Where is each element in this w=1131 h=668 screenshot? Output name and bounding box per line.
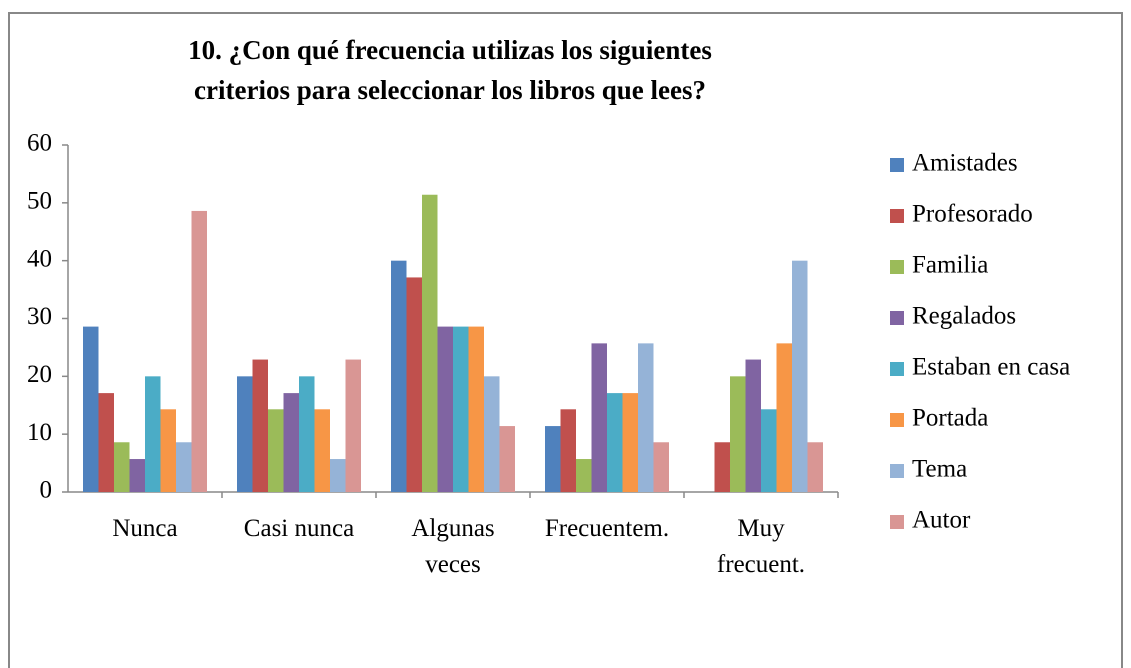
x-tick-label: Algunas veces (411, 515, 494, 578)
bar (545, 426, 561, 492)
legend-swatch (890, 209, 904, 223)
y-tick-label: 0 (40, 477, 53, 504)
bar (176, 442, 192, 492)
legend-label: Autor (912, 507, 971, 534)
bar (391, 260, 407, 492)
legend-label: Amistades (912, 150, 1018, 177)
bar (345, 359, 361, 492)
legend-label: Profesorado (912, 201, 1033, 228)
bar (129, 459, 145, 492)
bar (422, 194, 438, 492)
chart-frame (8, 12, 1123, 668)
y-tick-label: 60 (27, 130, 52, 157)
bar (237, 376, 253, 492)
legend-swatch (890, 464, 904, 478)
legend-label: Tema (912, 456, 967, 483)
x-tick-label: Frecuentem. (545, 515, 669, 542)
bar (83, 326, 99, 492)
bar (638, 343, 654, 492)
bar (299, 376, 315, 492)
y-tick-label: 10 (27, 419, 52, 446)
legend-label: Portada (912, 405, 988, 432)
bar (114, 442, 130, 492)
bar (252, 359, 268, 492)
bar (330, 459, 346, 492)
y-tick-label: 20 (27, 361, 52, 388)
legend-swatch (890, 515, 904, 529)
bar (607, 393, 623, 492)
bar (807, 442, 823, 492)
legend-label: Estaban en casa (912, 354, 1070, 381)
bar (745, 359, 761, 492)
legend-swatch (890, 158, 904, 172)
bar (776, 343, 792, 492)
bar (160, 409, 176, 492)
bar (437, 326, 453, 492)
bar (453, 326, 469, 492)
bar (145, 376, 161, 492)
bar (314, 409, 330, 492)
x-tick-label: Nunca (112, 515, 177, 542)
legend-swatch (890, 311, 904, 325)
y-tick-label: 30 (27, 303, 52, 330)
bar (499, 426, 515, 492)
bar (468, 326, 484, 492)
x-tick-label: Muy frecuent. (717, 515, 805, 578)
legend-label: Regalados (912, 303, 1016, 330)
bar (792, 260, 808, 492)
bar (406, 277, 422, 492)
bar (653, 442, 669, 492)
bar (730, 376, 746, 492)
bar (98, 393, 114, 492)
bar (714, 442, 730, 492)
legend-label: Familia (912, 252, 988, 279)
bar (622, 393, 638, 492)
legend-swatch (890, 413, 904, 427)
bar (283, 393, 299, 492)
bar (591, 343, 607, 492)
bar (191, 210, 207, 492)
bar (576, 459, 592, 492)
y-tick-label: 50 (27, 188, 52, 215)
chart-title: 10. ¿Con qué frecuencia utilizas los sig… (188, 35, 712, 105)
bar (484, 376, 500, 492)
bar (560, 409, 576, 492)
legend-swatch (890, 260, 904, 274)
bar (761, 409, 777, 492)
legend-swatch (890, 362, 904, 376)
bar (268, 409, 284, 492)
x-tick-label: Casi nunca (244, 515, 354, 542)
y-tick-label: 40 (27, 245, 52, 272)
